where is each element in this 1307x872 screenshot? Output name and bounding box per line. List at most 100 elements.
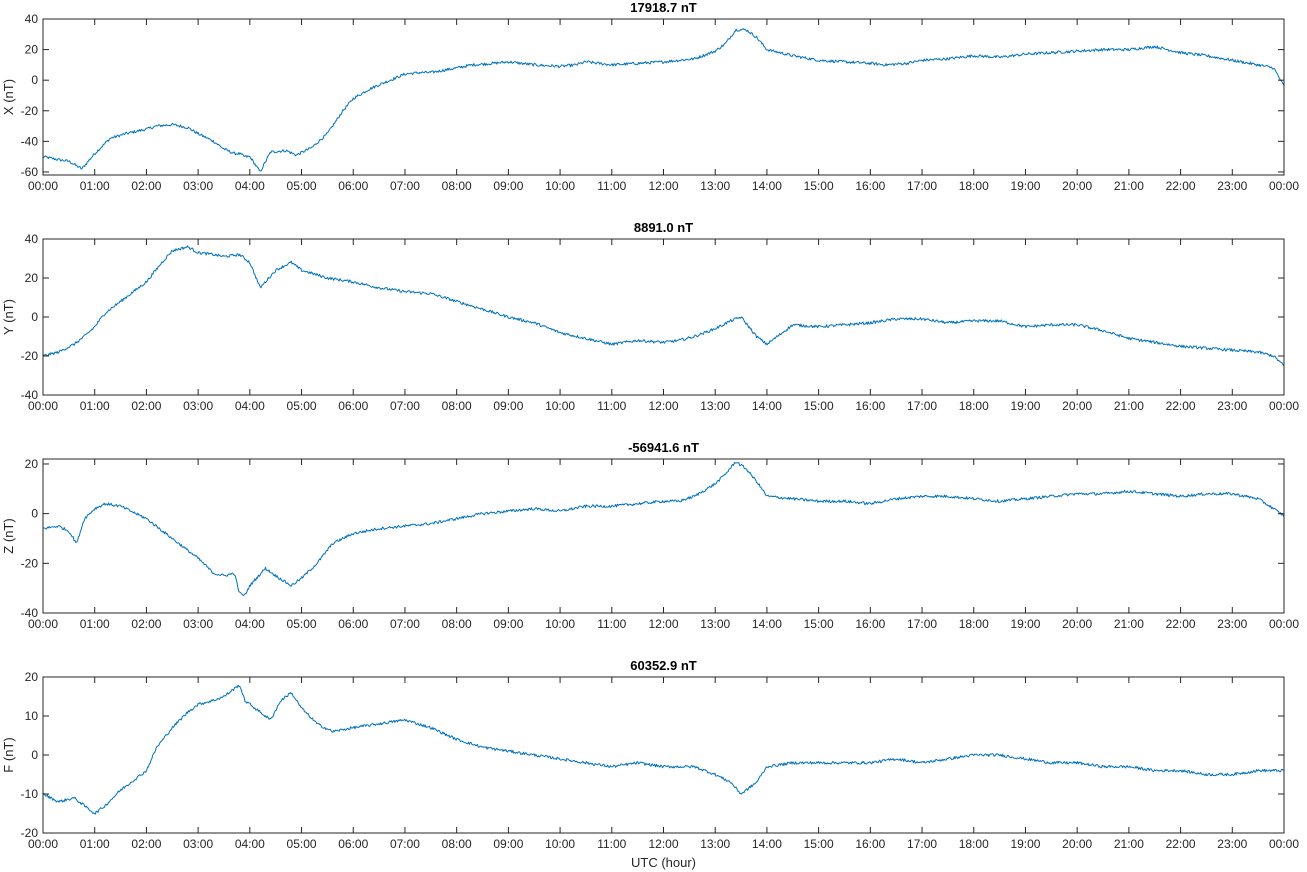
x-tick-label: 16:00: [855, 399, 885, 413]
x-tick-label: 20:00: [1062, 399, 1092, 413]
x-tick-label: 06:00: [338, 617, 368, 631]
x-tick-label: 04:00: [235, 179, 265, 193]
y-axis-label: F (nT): [1, 737, 16, 772]
x-tick-label: 06:00: [338, 837, 368, 851]
y-tick-label: -20: [21, 349, 39, 363]
x-tick-label: 22:00: [1166, 179, 1196, 193]
y-tick-label: 0: [31, 748, 38, 762]
chart-title: 60352.9 nT: [630, 658, 697, 673]
x-tick-label: 10:00: [545, 399, 575, 413]
x-tick-label: 21:00: [1114, 399, 1144, 413]
x-tick-label: 17:00: [907, 837, 937, 851]
y-tick-label: 40: [25, 232, 39, 246]
axes-box: [42, 676, 1285, 834]
x-tick-label: 08:00: [442, 837, 472, 851]
x-tick-label: 10:00: [545, 617, 575, 631]
y-axis-label: Y (nT): [1, 299, 16, 335]
x-tick-label: 11:00: [597, 617, 626, 631]
x-tick-label: 17:00: [907, 179, 937, 193]
x-tick-label: 13:00: [700, 617, 730, 631]
y-tick-label: 20: [25, 271, 39, 285]
chart-title: 8891.0 nT: [634, 220, 693, 235]
x-tick-label: 16:00: [855, 617, 885, 631]
y-tick-label: 40: [25, 12, 39, 26]
x-tick-label: 08:00: [442, 617, 472, 631]
panel-f: 60352.9 nT F (nT) 00:00 01:00 02:00 03:00 04:0…: [1, 658, 1299, 870]
x-tick-label: 13:00: [700, 837, 730, 851]
x-tick-label: 03:00: [183, 837, 213, 851]
y-tick-label: 20: [25, 457, 39, 471]
y-tick-label: 20: [25, 670, 39, 684]
x-tick-label: 20:00: [1062, 179, 1092, 193]
x-tick-label: 23:00: [1217, 399, 1247, 413]
x-tick-label: 21:00: [1114, 837, 1144, 851]
x-tick-label: 04:00: [235, 837, 265, 851]
x-tick-label: 00:00: [28, 179, 58, 193]
x-tick-label: 20:00: [1062, 617, 1092, 631]
x-tick-label: 18:00: [959, 399, 989, 413]
x-tick-label: 22:00: [1166, 837, 1196, 851]
x-tick-label: 03:00: [183, 399, 213, 413]
panel-x: 17918.7 nT X (nT) 00:00 01:00 02:00 03:00 04:0…: [1, 0, 1299, 193]
x-tick-label: 11:00: [597, 837, 626, 851]
x-tick-label: 08:00: [442, 399, 472, 413]
x-tick-label: 07:00: [390, 179, 420, 193]
x-tick-label: 21:00: [1114, 179, 1144, 193]
x-tick-label: 12:00: [648, 837, 678, 851]
x-tick-label: 07:00: [390, 837, 420, 851]
axes-box: [42, 458, 1285, 614]
x-axis-label: UTC (hour): [631, 855, 696, 870]
x-tick-label: 23:00: [1217, 837, 1247, 851]
x-tick-label: 19:00: [1010, 617, 1040, 631]
panel-z: -56941.6 nT Z (nT) 00:00 01:00 02:00 03:00 04:…: [1, 440, 1299, 631]
x-tick-label: 23:00: [1217, 617, 1247, 631]
x-tick-label: 06:00: [338, 179, 368, 193]
y-tick-label: -40: [21, 134, 39, 148]
x-tick-label: 00:00: [1269, 837, 1299, 851]
x-tick-label: 03:00: [183, 617, 213, 631]
chart-title: -56941.6 nT: [628, 440, 699, 455]
y-tick-label: 20: [25, 43, 39, 57]
chart-title: 17918.7 nT: [630, 0, 697, 15]
x-tick-label: 23:00: [1217, 179, 1247, 193]
y-axis-label: X (nT): [1, 79, 16, 115]
x-tick-label: 05:00: [287, 837, 317, 851]
y-tick-label: 10: [25, 709, 39, 723]
x-tick-label: 12:00: [648, 617, 678, 631]
x-tick-label: 09:00: [493, 617, 523, 631]
x-tick-label: 12:00: [648, 179, 678, 193]
x-tick-label: 02:00: [131, 617, 161, 631]
x-tick-label: 07:00: [390, 399, 420, 413]
x-tick-label: 16:00: [855, 179, 885, 193]
axes-box: [42, 18, 1285, 176]
x-tick-label: 06:00: [338, 399, 368, 413]
x-tick-label: 04:00: [235, 617, 265, 631]
x-tick-label: 01:00: [80, 399, 110, 413]
y-tick-label: -20: [21, 556, 39, 570]
x-tick-label: 08:00: [442, 179, 472, 193]
x-tick-label: 02:00: [131, 399, 161, 413]
x-tick-label: 09:00: [493, 399, 523, 413]
y-tick-label: -40: [21, 606, 39, 620]
y-tick-label: 0: [31, 310, 38, 324]
x-tick-label: 13:00: [700, 179, 730, 193]
x-tick-label: 15:00: [804, 617, 834, 631]
x-tick-label: 20:00: [1062, 837, 1092, 851]
y-tick-label: 0: [31, 73, 38, 87]
x-tick-label: 11:00: [597, 179, 626, 193]
x-tick-label: 22:00: [1166, 617, 1196, 631]
y-tick-label: -20: [21, 826, 39, 840]
series-line: [42, 462, 1285, 597]
y-tick-label: -60: [21, 165, 39, 179]
x-tick-label: 21:00: [1114, 617, 1144, 631]
x-tick-label: 22:00: [1166, 399, 1196, 413]
x-tick-label: 19:00: [1010, 179, 1040, 193]
x-tick-label: 02:00: [131, 179, 161, 193]
x-tick-label: 14:00: [752, 837, 782, 851]
y-tick-label: -40: [21, 388, 39, 402]
x-tick-label: 05:00: [287, 399, 317, 413]
x-tick-label: 14:00: [752, 179, 782, 193]
x-tick-label: 10:00: [545, 837, 575, 851]
axes-box: [42, 238, 1285, 396]
